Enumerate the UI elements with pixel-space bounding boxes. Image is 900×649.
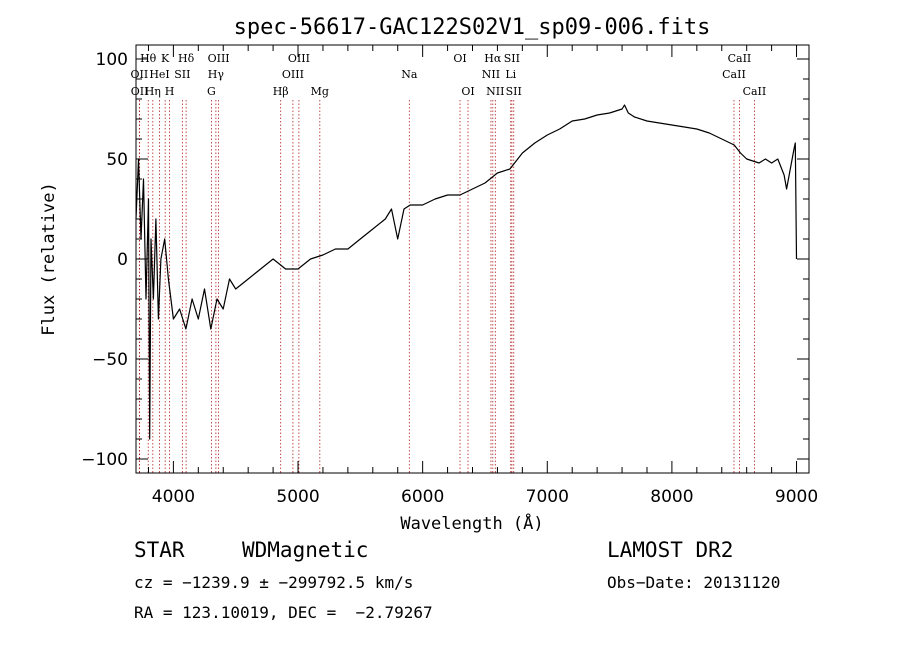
- line-marker-label-23: SII: [504, 52, 520, 65]
- x-tick-label-1: 5000: [276, 487, 319, 507]
- coordinates-text: RA = 123.10019, DEC = −2.79267: [134, 603, 433, 622]
- axis-tick-labels: 4000 5000 6000 7000 8000 9000 −100 −50 0 50 100: [81, 50, 818, 507]
- object-class-label: STAR: [134, 538, 185, 562]
- line-marker-label-4: K: [161, 52, 170, 65]
- line-marker-label-11: G: [207, 85, 216, 98]
- y-tick-label-2: 0: [117, 250, 128, 270]
- line-marker-label-6: H: [165, 85, 175, 98]
- spectral-line-markers: [138, 100, 755, 473]
- line-marker-label-12: Hβ: [273, 85, 289, 98]
- y-tick-label-0: −100: [81, 450, 128, 470]
- line-marker-label-20: Hα: [484, 52, 502, 65]
- line-marker-label-1: OII: [131, 68, 149, 81]
- line-marker-label-3: Hη: [145, 85, 161, 98]
- line-marker-label-2: OII: [131, 85, 149, 98]
- x-tick-label-4: 8000: [650, 487, 693, 507]
- line-marker-label-27: CaII: [743, 85, 767, 98]
- axis-ticks: [136, 45, 809, 473]
- redshift-velocity-text: cz = −1239.9 ± −299792.5 km/s: [134, 573, 414, 592]
- y-axis-label: Flux (relative): [39, 182, 59, 336]
- spectrum-series-line: [135, 104, 798, 440]
- x-tick-label-5: 9000: [775, 487, 818, 507]
- object-subclass-label: WDMagnetic: [242, 538, 369, 562]
- chart-title: spec-56617-GAC122S02V1_sp09-006.fits: [234, 15, 711, 40]
- line-marker-label-0: Hθ: [140, 52, 157, 65]
- line-marker-label-21: NII: [486, 85, 504, 98]
- line-marker-label-9: OIII: [208, 52, 230, 65]
- line-marker-label-17: OI: [453, 52, 466, 65]
- line-marker-label-15: Mg: [311, 85, 329, 98]
- plot-frame: [135, 44, 810, 474]
- y-tick-label-3: 50: [106, 150, 128, 170]
- line-marker-label-14: OIII: [288, 52, 310, 65]
- line-marker-label-18: OI: [461, 85, 474, 98]
- x-tick-label-2: 6000: [401, 487, 444, 507]
- line-marker-label-13: OIII: [282, 68, 304, 81]
- line-marker-label-8: Hδ: [178, 52, 195, 65]
- line-marker-label-7: SII: [174, 68, 190, 81]
- line-marker-label-24: SII: [506, 85, 522, 98]
- x-axis-label: Wavelength (Å): [400, 512, 543, 534]
- observation-date-text: Obs−Date: 20131120: [607, 573, 781, 592]
- line-marker-label-22: Li: [505, 68, 516, 81]
- line-marker-label-25: CaII: [722, 68, 746, 81]
- x-tick-label-3: 7000: [526, 487, 569, 507]
- survey-label: LAMOST DR2: [607, 538, 734, 562]
- line-marker-label-5: HeI: [149, 68, 169, 81]
- line-marker-label-19: NII: [482, 68, 500, 81]
- x-tick-label-0: 4000: [152, 487, 195, 507]
- line-marker-label-26: CaII: [728, 52, 752, 65]
- line-marker-label-16: Na: [401, 68, 418, 81]
- line-marker-label-10: Hγ: [208, 68, 225, 81]
- y-tick-label-4: 100: [96, 50, 128, 70]
- y-tick-label-1: −50: [92, 350, 128, 370]
